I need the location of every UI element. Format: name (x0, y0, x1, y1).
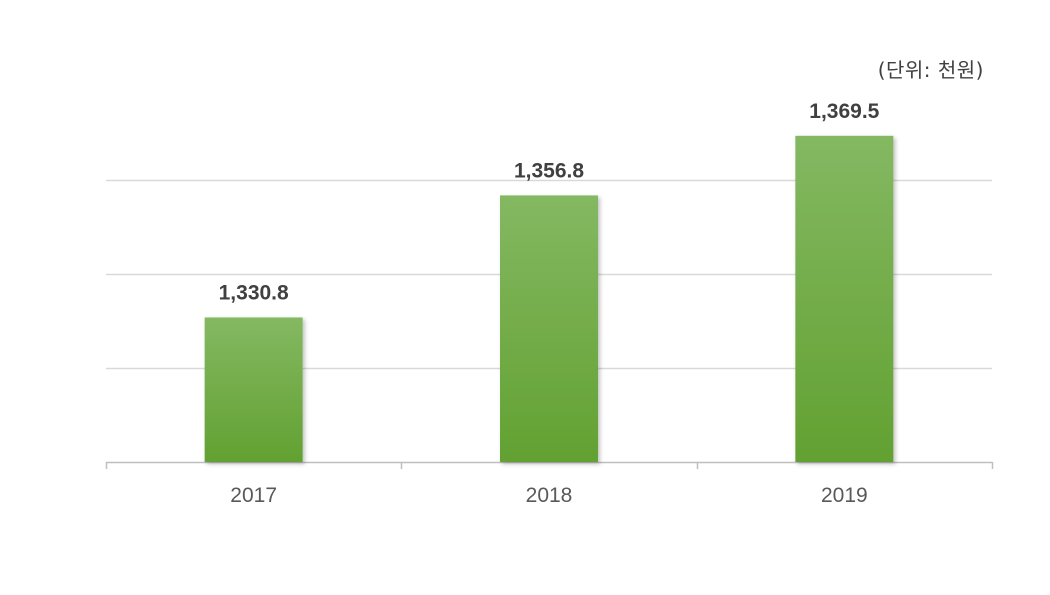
x-tick-labels: 2017 2018 2019 (230, 484, 867, 507)
x-axis (105, 461, 994, 469)
bar-2019 (795, 135, 894, 462)
x-tick-label-2019: 2019 (821, 484, 868, 507)
bar-2018 (500, 195, 598, 462)
data-label-2019: 1,369.5 (809, 100, 879, 123)
data-labels: 1,330.8 1,356.8 1,369.5 (219, 100, 880, 305)
bars (204, 135, 894, 462)
bar-2017 (204, 317, 303, 462)
x-tick-label-2018: 2018 (526, 484, 573, 507)
data-label-2017: 1,330.8 (219, 281, 289, 304)
x-tick-label-2017: 2017 (230, 484, 277, 507)
data-label-2018: 1,356.8 (514, 159, 584, 182)
unit-label: (단위: 천원) (877, 58, 984, 82)
